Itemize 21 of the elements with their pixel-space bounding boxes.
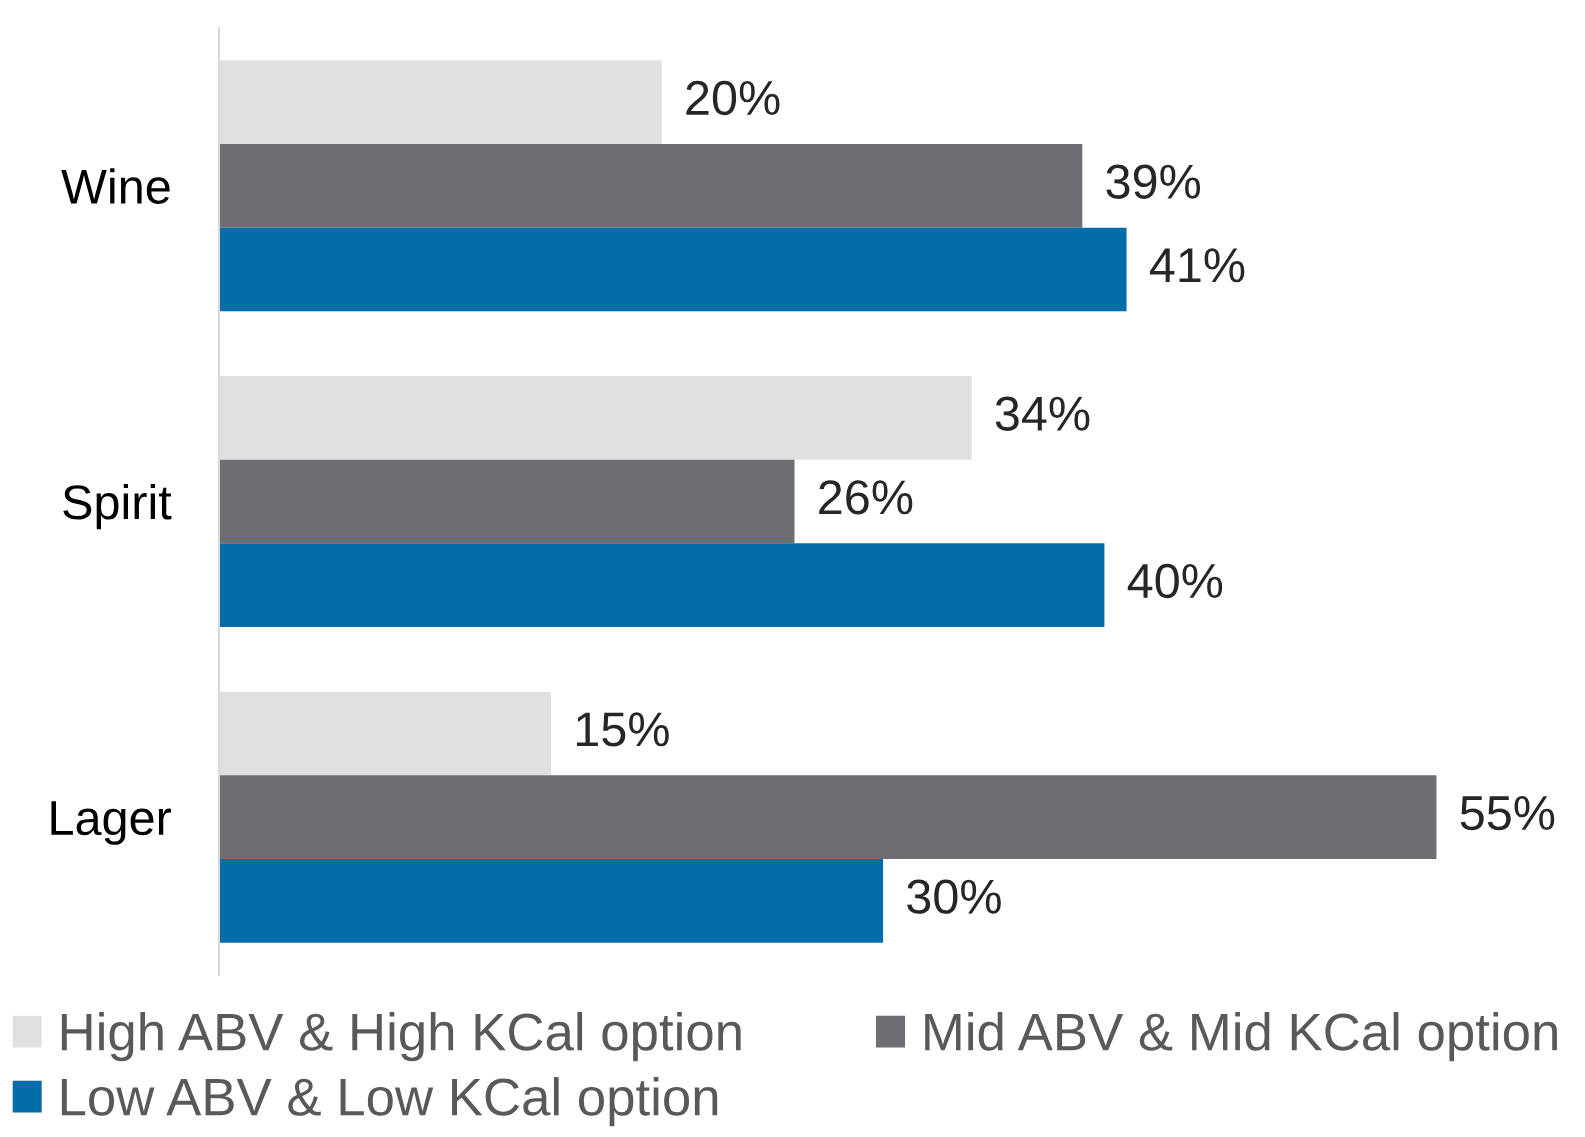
legend-label: Mid ABV & Mid KCal option bbox=[925, 1012, 1557, 1062]
y-tick-label: Wine bbox=[61, 168, 170, 204]
data-label: 20% bbox=[686, 80, 780, 116]
y-tick-label: Spirit bbox=[63, 483, 172, 530]
legend-label: High ABV & High KCal option bbox=[61, 1012, 741, 1062]
y-tick-label: Lager bbox=[51, 801, 171, 845]
bar bbox=[219, 775, 1437, 859]
data-label: 39% bbox=[1106, 164, 1201, 199]
bar bbox=[219, 543, 1105, 627]
data-label: 30% bbox=[907, 879, 1001, 914]
legend-label: Low ABV & Low KCal option bbox=[61, 1077, 718, 1127]
data-label: 15% bbox=[576, 712, 669, 747]
bar bbox=[219, 459, 795, 544]
bar bbox=[219, 227, 1127, 312]
bar bbox=[219, 858, 884, 943]
data-label: 26% bbox=[819, 480, 913, 515]
data-label: 34% bbox=[995, 396, 1090, 431]
data-label: 40% bbox=[1127, 563, 1223, 599]
data-label: 41% bbox=[1149, 248, 1245, 283]
bar bbox=[219, 144, 1083, 228]
data-label: 55% bbox=[1460, 796, 1555, 831]
